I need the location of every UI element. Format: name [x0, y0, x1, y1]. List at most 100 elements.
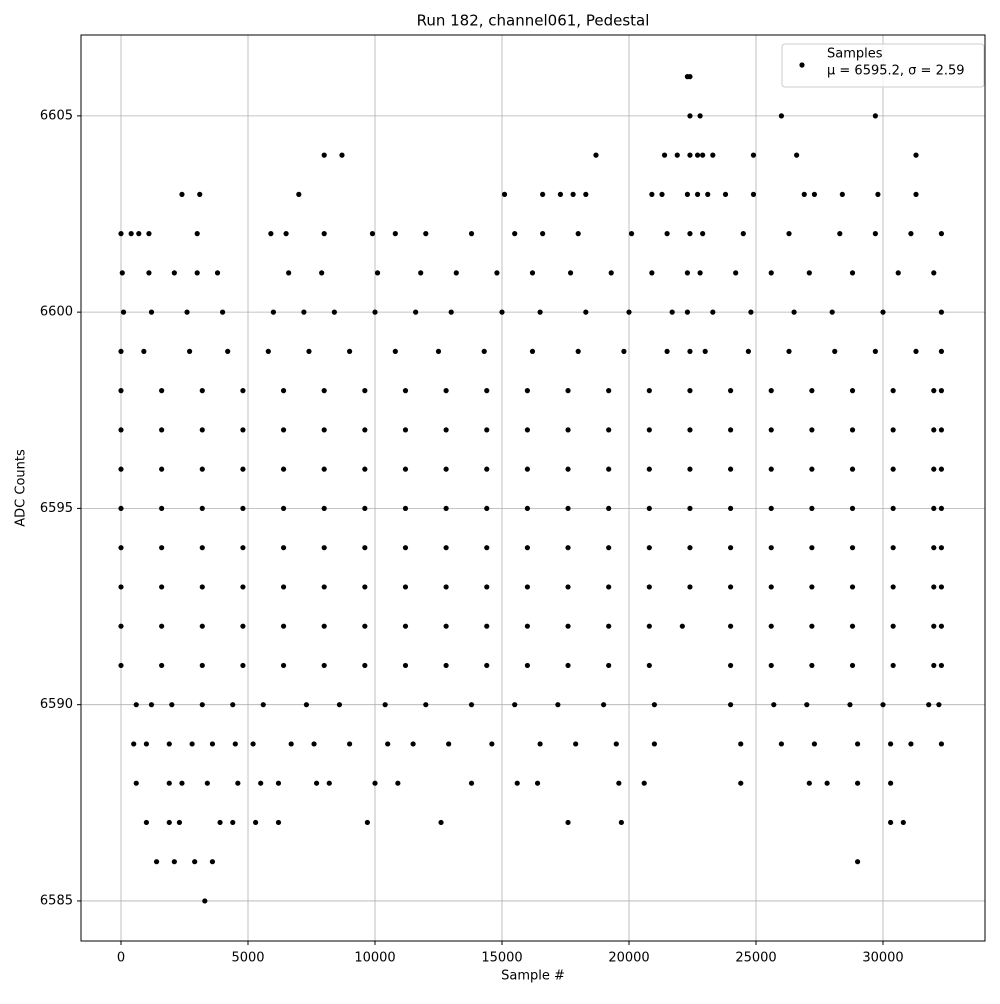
- point: [651, 702, 657, 708]
- point: [702, 348, 708, 354]
- point: [750, 191, 757, 197]
- point: [768, 388, 774, 394]
- point: [209, 859, 216, 865]
- point: [446, 741, 452, 747]
- point: [931, 466, 937, 472]
- point: [768, 623, 774, 629]
- point: [687, 466, 693, 472]
- point: [768, 584, 774, 590]
- point: [608, 270, 614, 276]
- point: [849, 584, 856, 590]
- point: [659, 191, 665, 197]
- point: [402, 466, 409, 472]
- point: [849, 270, 856, 276]
- point: [402, 662, 409, 669]
- point: [872, 231, 878, 237]
- point: [849, 427, 856, 433]
- point: [938, 348, 945, 354]
- point: [225, 348, 231, 354]
- point: [253, 819, 259, 826]
- point: [872, 348, 878, 354]
- point: [402, 623, 409, 629]
- point: [794, 152, 800, 158]
- point: [938, 584, 945, 590]
- point: [362, 466, 368, 472]
- point: [938, 741, 945, 747]
- point: [194, 270, 200, 276]
- legend-label: Samples: [827, 47, 883, 62]
- point: [484, 388, 490, 394]
- point: [402, 584, 409, 590]
- point: [240, 466, 246, 472]
- point: [674, 152, 680, 158]
- point: [931, 662, 937, 669]
- point: [402, 505, 409, 512]
- point: [448, 309, 454, 315]
- point: [199, 662, 205, 669]
- point: [484, 584, 490, 590]
- point: [687, 584, 693, 590]
- point: [166, 741, 172, 747]
- point: [727, 388, 734, 394]
- point: [468, 702, 475, 708]
- point: [809, 427, 815, 433]
- point: [565, 505, 571, 512]
- point: [395, 780, 401, 786]
- point: [413, 309, 419, 315]
- point: [402, 545, 409, 551]
- point: [888, 819, 894, 826]
- point: [565, 662, 571, 669]
- point: [199, 623, 205, 629]
- point: [687, 545, 693, 551]
- point: [321, 427, 327, 433]
- point: [362, 427, 368, 433]
- point: [321, 662, 327, 669]
- point: [565, 623, 571, 629]
- point: [199, 505, 205, 512]
- point: [649, 191, 655, 197]
- point: [849, 505, 856, 512]
- point: [727, 466, 734, 472]
- point: [710, 309, 716, 315]
- point: [443, 505, 449, 512]
- point: [931, 623, 937, 629]
- point: [913, 152, 919, 158]
- point: [748, 309, 754, 315]
- point: [199, 584, 205, 590]
- point: [179, 191, 185, 197]
- point: [423, 702, 429, 708]
- point: [646, 545, 652, 551]
- point: [804, 702, 810, 708]
- point: [565, 466, 571, 472]
- point: [890, 388, 896, 394]
- point: [890, 505, 896, 512]
- point: [220, 309, 226, 315]
- point: [148, 702, 155, 708]
- x-tick-label: 0: [117, 951, 125, 966]
- point: [321, 623, 327, 629]
- point: [176, 819, 183, 826]
- point: [669, 309, 675, 315]
- point: [159, 623, 165, 629]
- point: [567, 270, 574, 276]
- point: [197, 191, 203, 197]
- point: [646, 662, 652, 669]
- point: [280, 584, 287, 590]
- point: [443, 388, 449, 394]
- point: [727, 702, 734, 708]
- point: [600, 702, 607, 708]
- point: [705, 191, 711, 197]
- legend: Samples μ = 6595.2, σ = 2.59: [781, 43, 985, 88]
- point: [148, 309, 155, 315]
- point: [849, 466, 856, 472]
- point: [537, 309, 543, 315]
- point: [890, 466, 896, 472]
- point: [524, 623, 530, 629]
- point: [938, 466, 945, 472]
- point: [524, 545, 530, 551]
- point: [303, 702, 310, 708]
- point: [240, 584, 246, 590]
- point: [128, 231, 134, 237]
- point: [575, 348, 581, 354]
- point: [931, 388, 937, 394]
